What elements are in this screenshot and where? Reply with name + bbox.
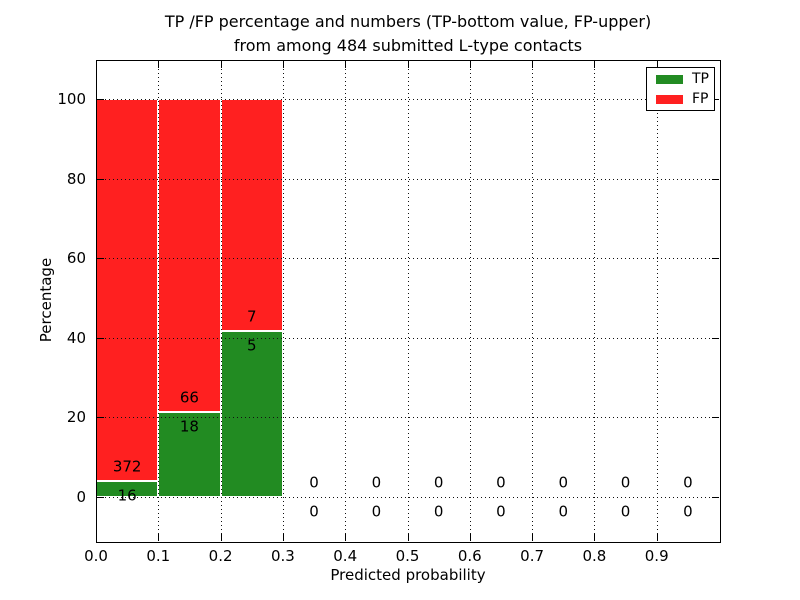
x-tick-top-8 <box>594 61 596 68</box>
bar-count-label-tp-bin0: 16 <box>117 486 137 505</box>
y-tick-left-80 <box>97 178 104 180</box>
bar-count-label-tp-bin7: 0 <box>558 502 569 521</box>
gridline-v-0.8 <box>594 61 596 540</box>
gridline-v-0.4 <box>345 61 347 540</box>
bar-count-label-fp-bin4: 0 <box>371 473 382 492</box>
y-tick-left-60 <box>97 258 104 260</box>
bar-count-label-fp-bin3: 0 <box>309 473 319 492</box>
y-tick-label-20: 20 <box>66 408 86 427</box>
legend-label-tp: TP <box>692 70 709 87</box>
chart-title-line1: TP /FP percentage and numbers (TP-bottom… <box>164 12 652 31</box>
y-tick-left-100 <box>97 99 104 100</box>
bar-count-label-tp-bin6: 0 <box>496 502 506 521</box>
x-tick-bottom-0 <box>96 534 97 541</box>
x-tick-label-0.8: 0.8 <box>582 547 607 565</box>
x-tick-bottom-9 <box>656 534 658 541</box>
y-tick-right-100 <box>712 99 719 100</box>
legend-label-fp: FP <box>692 90 709 107</box>
y-tick-label-100: 100 <box>57 90 86 108</box>
x-tick-top-1 <box>158 61 160 68</box>
bar-segment-tp-bin2 <box>220 331 283 497</box>
gridline-v-0.5 <box>407 61 409 540</box>
x-tick-top-7 <box>532 61 534 68</box>
x-tick-label-0.6: 0.6 <box>457 547 482 565</box>
x-tick-label-0.0: 0.0 <box>84 547 108 565</box>
y-tick-label-40: 40 <box>66 328 86 347</box>
bar-count-label-tp-bin5: 0 <box>433 502 444 521</box>
gridline-v-0.1 <box>158 61 160 540</box>
gridline-v-0.9 <box>656 61 658 540</box>
bar-segment-fp-bin2 <box>220 99 283 332</box>
y-tick-right-80 <box>712 178 719 180</box>
x-tick-bottom-5 <box>407 534 409 541</box>
legend-swatch-tp-icon <box>656 74 683 84</box>
bar-segment-tp-bin1 <box>158 411 221 497</box>
x-tick-label-0.4: 0.4 <box>333 547 358 565</box>
legend: TP FP <box>646 67 715 111</box>
x-tick-top-0 <box>96 61 97 68</box>
bar-count-label-fp-bin5: 0 <box>433 473 444 492</box>
y-tick-label-80: 80 <box>66 169 86 188</box>
gridline-v-0.2 <box>220 61 222 540</box>
x-tick-bottom-3 <box>282 534 284 541</box>
x-tick-top-6 <box>469 61 471 68</box>
bar-count-label-tp-bin1: 18 <box>179 417 199 436</box>
x-tick-bottom-8 <box>594 534 596 541</box>
bar-count-label-fp-bin1: 66 <box>179 388 199 407</box>
bar-count-label-tp-bin2: 5 <box>246 336 257 355</box>
bar-count-label-fp-bin9: 0 <box>683 473 693 492</box>
x-tick-bottom-4 <box>345 534 347 541</box>
x-tick-top-3 <box>282 61 284 68</box>
y-tick-right-20 <box>712 417 719 419</box>
bar-count-label-fp-bin8: 0 <box>620 473 631 492</box>
x-tick-label-0.9: 0.9 <box>644 547 669 565</box>
x-tick-label-0.5: 0.5 <box>395 547 420 565</box>
gridline-v-0.7 <box>532 61 534 540</box>
bar-count-label-tp-bin3: 0 <box>309 502 319 521</box>
y-tick-left-0 <box>97 497 104 498</box>
y-tick-right-0 <box>712 497 719 498</box>
x-tick-bottom-2 <box>220 534 222 541</box>
x-tick-bottom-7 <box>532 534 534 541</box>
x-tick-bottom-6 <box>469 534 471 541</box>
y-tick-left-20 <box>97 417 104 419</box>
y-tick-label-60: 60 <box>66 249 86 268</box>
x-tick-label-0.7: 0.7 <box>520 547 545 565</box>
bar-count-label-tp-bin8: 0 <box>620 502 631 521</box>
bar-segment-fp-bin1 <box>158 99 221 412</box>
x-tick-top-5 <box>407 61 409 68</box>
bar-count-label-fp-bin6: 0 <box>496 473 506 492</box>
legend-entry-tp: TP <box>656 70 714 87</box>
gridline-v-0.3 <box>282 61 284 540</box>
x-tick-top-4 <box>345 61 347 68</box>
chart-title-line2: from among 484 submitted L-type contacts <box>233 36 583 55</box>
bar-count-label-fp-bin7: 0 <box>558 473 569 492</box>
bar-segment-fp-bin0 <box>96 99 159 481</box>
x-tick-top-2 <box>220 61 222 68</box>
legend-entry-fp: FP <box>656 90 714 107</box>
bar-count-label-fp-bin0: 372 <box>112 457 142 476</box>
x-tick-bottom-1 <box>158 534 160 541</box>
y-tick-label-0: 0 <box>76 488 86 506</box>
bar-count-label-tp-bin4: 0 <box>371 502 382 521</box>
x-tick-label-0.2: 0.2 <box>208 547 233 565</box>
x-tick-top-9 <box>656 61 658 68</box>
y-axis-label: Percentage <box>37 257 55 343</box>
gridline-v-0.6 <box>469 61 471 540</box>
x-tick-label-0.1: 0.1 <box>146 547 171 565</box>
legend-swatch-fp-icon <box>656 94 683 104</box>
y-tick-right-40 <box>712 337 719 339</box>
x-axis-label: Predicted probability <box>330 566 486 584</box>
y-tick-right-60 <box>712 258 719 260</box>
x-tick-label-0.3: 0.3 <box>270 547 295 565</box>
bar-count-label-tp-bin9: 0 <box>683 502 693 521</box>
y-tick-left-40 <box>97 337 104 339</box>
bar-count-label-fp-bin2: 7 <box>246 307 257 326</box>
